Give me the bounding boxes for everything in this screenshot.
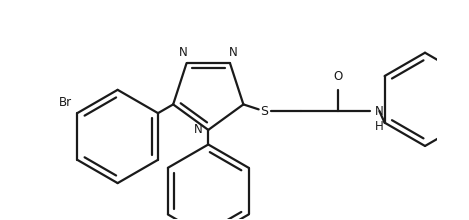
Text: N: N [179,46,188,59]
Text: O: O [333,70,342,83]
Text: N: N [228,46,237,59]
Text: Br: Br [59,96,72,109]
Text: N: N [194,123,203,136]
Text: S: S [260,104,268,117]
Text: H: H [374,120,383,133]
Text: N: N [374,104,383,117]
